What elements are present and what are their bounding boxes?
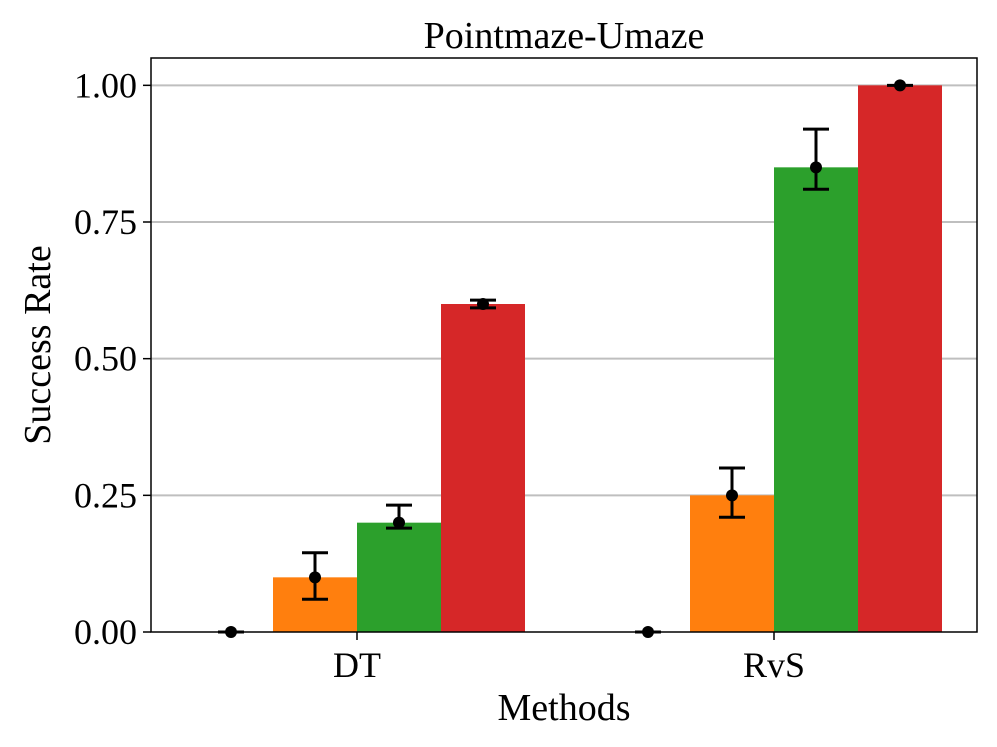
x-tick-label: DT bbox=[333, 645, 381, 685]
mean-point bbox=[309, 571, 321, 584]
y-tick-label: 0.00 bbox=[74, 612, 137, 652]
y-tick-label: 0.25 bbox=[74, 475, 137, 515]
x-axis-label: Methods bbox=[498, 687, 631, 729]
bar-series-4-RvS bbox=[858, 85, 942, 633]
chart-title: Pointmaze-Umaze bbox=[424, 15, 705, 57]
mean-point bbox=[810, 161, 822, 174]
y-axis-label: Success Rate bbox=[17, 245, 59, 444]
x-tick-label: RvS bbox=[743, 645, 805, 685]
y-tick-label: 0.50 bbox=[74, 339, 137, 379]
y-tick-label: 0.75 bbox=[74, 202, 137, 242]
mean-point bbox=[393, 516, 405, 529]
bar-series-4-DT bbox=[441, 304, 525, 632]
mean-point bbox=[477, 298, 489, 310]
plot-area-frame bbox=[150, 57, 978, 633]
mean-point bbox=[726, 489, 738, 502]
axis-ticks: 0.00 0.25 0.50 0.75 1.00 DT RvS bbox=[74, 65, 805, 685]
mean-point bbox=[894, 79, 906, 92]
y-tick-label: 1.00 bbox=[74, 65, 137, 105]
bar-series-3-DT bbox=[357, 522, 441, 632]
bar-series-3-RvS bbox=[774, 167, 858, 633]
